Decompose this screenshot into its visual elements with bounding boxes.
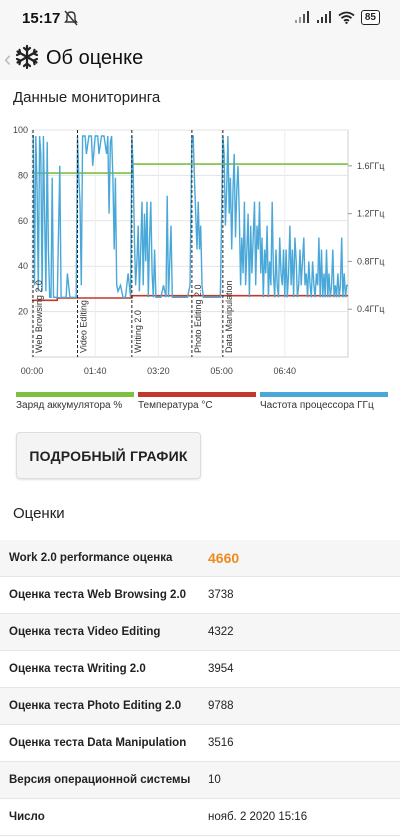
y-right-tick-label: 0.8ГГц bbox=[357, 256, 384, 266]
status-bar: 15:17 85 bbox=[0, 0, 400, 36]
legend-swatch bbox=[138, 392, 256, 397]
y-left-tick-label: 100 bbox=[13, 125, 28, 135]
y-right-tick-label: 1.6ГГц bbox=[357, 161, 384, 171]
test-marker-label: Data Manipulation bbox=[224, 280, 234, 353]
page-title: Об оценке bbox=[46, 47, 144, 69]
chart-legend: Заряд аккумулятора % Температура °C Част… bbox=[16, 392, 388, 414]
legend-swatch bbox=[16, 392, 134, 397]
signal-icon bbox=[294, 11, 309, 23]
legend-label: Частота процессора ГГц bbox=[260, 400, 374, 411]
x-tick-label: 03:20 bbox=[147, 366, 170, 376]
score-value: 9788 bbox=[208, 700, 234, 712]
score-label: Версия операционной системы bbox=[9, 774, 191, 786]
y-left-tick-label: 40 bbox=[18, 261, 28, 271]
score-row-work-performance: Work 2.0 performance оценка 4660 bbox=[0, 540, 400, 577]
x-tick-label: 01:40 bbox=[84, 366, 107, 376]
detailed-graph-button[interactable]: ПОДРОБНЫЙ ГРАФИК bbox=[16, 432, 201, 479]
legend-battery: Заряд аккумулятора % bbox=[16, 392, 134, 411]
monitoring-title: Данные мониторинга bbox=[13, 89, 161, 106]
y-left-tick-label: 20 bbox=[18, 307, 28, 317]
score-value: 3738 bbox=[208, 589, 234, 601]
score-row-date: Число нояб. 2 2020 15:16 bbox=[0, 799, 400, 836]
y-left-tick-label: 60 bbox=[18, 216, 28, 226]
score-label: Оценка теста Web Browsing 2.0 bbox=[9, 589, 187, 601]
monitoring-chart: 20 40 60 80 100 0.4ГГц 0.8ГГц 1.2ГГц 1.6ГГц 00:00… bbox=[13, 125, 384, 376]
scores-title: Оценки bbox=[13, 505, 65, 522]
test-marker-label: Video Editing bbox=[79, 300, 89, 353]
y-left-tick-label: 80 bbox=[18, 170, 28, 180]
content-card: Данные мониторинга 20 40 60 80 100 0.4ГГц 0.8Г… bbox=[0, 80, 400, 837]
score-value: 3516 bbox=[208, 737, 234, 749]
back-chevron-icon[interactable]: ‹ bbox=[4, 46, 12, 71]
test-marker-label: Web Browsing 2.0 bbox=[34, 280, 44, 353]
notifications-off-icon bbox=[64, 10, 78, 26]
score-value: 3954 bbox=[208, 663, 234, 675]
score-label: Оценка теста Video Editing bbox=[9, 626, 161, 638]
legend-cpu-frequency: Частота процессора ГГц bbox=[260, 392, 388, 411]
x-tick-label: 06:40 bbox=[274, 366, 297, 376]
score-value: 4322 bbox=[208, 626, 234, 638]
score-value: 10 bbox=[208, 774, 221, 786]
score-row-writing: Оценка теста Writing 2.0 3954 bbox=[0, 651, 400, 688]
app-bar: ‹ Об оценке bbox=[0, 36, 400, 80]
y-right-tick-label: 1.2ГГц bbox=[357, 209, 384, 219]
score-row-web-browsing: Оценка теста Web Browsing 2.0 3738 bbox=[0, 577, 400, 614]
score-value: нояб. 2 2020 15:16 bbox=[208, 811, 308, 823]
test-marker-label: Photo Editing 2.0 bbox=[193, 284, 203, 353]
score-label: Число bbox=[9, 811, 45, 823]
legend-temperature: Температура °C bbox=[138, 392, 256, 411]
battery-icon: 85 bbox=[360, 10, 380, 25]
x-tick-label: 00:00 bbox=[21, 366, 44, 376]
legend-label: Температура °C bbox=[138, 400, 213, 411]
legend-label: Заряд аккумулятора % bbox=[16, 400, 123, 411]
test-marker-label: Writing 2.0 bbox=[133, 310, 143, 353]
score-row-photo-editing: Оценка теста Photo Editing 2.0 9788 bbox=[0, 688, 400, 725]
signal-icon bbox=[316, 11, 331, 23]
score-row-data-manipulation: Оценка теста Data Manipulation 3516 bbox=[0, 725, 400, 762]
score-row-os-version: Версия операционной системы 10 bbox=[0, 762, 400, 799]
score-label: Оценка теста Writing 2.0 bbox=[9, 663, 146, 675]
scores-table: Work 2.0 performance оценка 4660 Оценка … bbox=[0, 540, 400, 836]
score-label: Оценка теста Photo Editing 2.0 bbox=[9, 700, 182, 712]
status-icons: 85 bbox=[294, 10, 380, 25]
legend-swatch bbox=[260, 392, 388, 397]
x-tick-label: 05:00 bbox=[210, 366, 233, 376]
wifi-icon bbox=[338, 11, 355, 24]
score-label: Оценка теста Data Manipulation bbox=[9, 737, 187, 749]
y-right-tick-label: 0.4ГГц bbox=[357, 304, 384, 314]
score-row-video-editing: Оценка теста Video Editing 4322 bbox=[0, 614, 400, 651]
status-time: 15:17 bbox=[22, 10, 61, 27]
series-line bbox=[32, 135, 348, 299]
score-value: 4660 bbox=[208, 550, 240, 566]
score-label: Work 2.0 performance оценка bbox=[9, 552, 173, 564]
snowflake-icon bbox=[15, 44, 39, 70]
